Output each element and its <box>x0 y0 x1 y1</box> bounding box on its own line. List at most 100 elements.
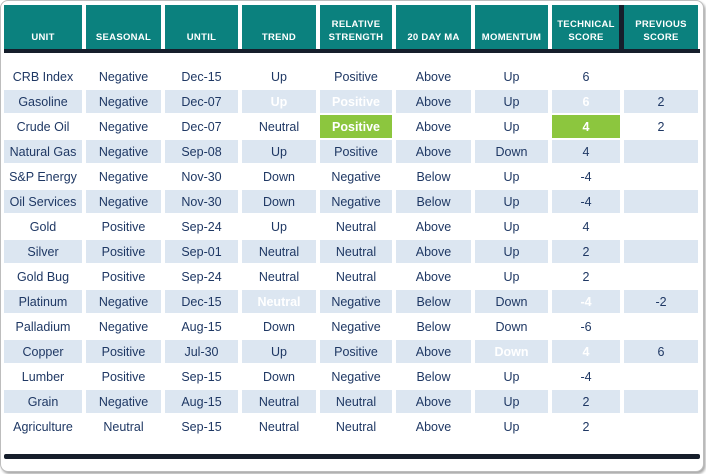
table-cell-technical-score: 4 <box>552 140 620 163</box>
table-cell-momentum: Up <box>475 165 548 188</box>
table-cell-technical-score: -4 <box>552 190 620 213</box>
column-header-unit: UNIT <box>4 5 82 49</box>
table-cell-momentum: Up <box>475 90 548 113</box>
table-cell-technical-score: 2 <box>552 265 620 288</box>
table-cell-trend: Up <box>242 340 316 363</box>
table-cell-until: Sep-24 <box>165 215 238 238</box>
table-cell-technical-score: 4 <box>552 115 620 138</box>
table-cell-momentum: Down <box>475 315 548 338</box>
table-cell-20-day-ma: Above <box>396 415 471 438</box>
table-cell-previous-score <box>624 390 698 413</box>
table-cell-technical-score: 6 <box>552 90 620 113</box>
table-cell-unit: Lumber <box>4 365 82 388</box>
table-cell-trend: Up <box>242 140 316 163</box>
table-cell-until: Dec-15 <box>165 65 238 88</box>
table-cell-trend: Down <box>242 190 316 213</box>
table-row-lumber: Lumber Positive Sep-15 Down Negative Below Up -… <box>4 365 700 388</box>
table-cell-20-day-ma: Above <box>396 215 471 238</box>
table-cell-unit: Gasoline <box>4 90 82 113</box>
table-cell-relative-strength: Negative <box>320 165 392 188</box>
table-cell-seasonal: Positive <box>86 265 161 288</box>
table-cell-previous-score <box>624 315 698 338</box>
table-cell-previous-score <box>624 365 698 388</box>
table-cell-momentum: Down <box>475 290 548 313</box>
table-cell-trend: Neutral <box>242 415 316 438</box>
table-cell-20-day-ma: Above <box>396 65 471 88</box>
table-cell-momentum: Up <box>475 215 548 238</box>
table-cell-relative-strength: Neutral <box>320 215 392 238</box>
table-cell-relative-strength: Positive <box>320 115 392 138</box>
table-cell-trend: Neutral <box>242 390 316 413</box>
table-cell-relative-strength: Neutral <box>320 415 392 438</box>
table-cell-trend: Up <box>242 215 316 238</box>
table-cell-relative-strength: Positive <box>320 340 392 363</box>
table-cell-technical-score: -4 <box>552 290 620 313</box>
table-cell-seasonal: Negative <box>86 315 161 338</box>
table-cell-20-day-ma: Above <box>396 115 471 138</box>
table-cell-previous-score <box>624 65 698 88</box>
table-cell-previous-score <box>624 240 698 263</box>
column-header-previous-score: PREVIOUS SCORE <box>624 5 698 49</box>
table-cell-unit: Gold Bug <box>4 265 82 288</box>
table-cell-unit: Agriculture <box>4 415 82 438</box>
table-cell-momentum: Up <box>475 365 548 388</box>
table-cell-previous-score <box>624 415 698 438</box>
table-cell-unit: Oil Services <box>4 190 82 213</box>
table-cell-seasonal: Positive <box>86 365 161 388</box>
table-cell-seasonal: Negative <box>86 190 161 213</box>
table-cell-unit: Platinum <box>4 290 82 313</box>
column-header-seasonal: SEASONAL <box>86 5 161 49</box>
table-cell-trend: Down <box>242 315 316 338</box>
table-cell-previous-score <box>624 265 698 288</box>
table-cell-until: Dec-15 <box>165 290 238 313</box>
table-cell-previous-score <box>624 190 698 213</box>
table-cell-technical-score: 2 <box>552 240 620 263</box>
table-row-palladium: Palladium Negative Aug-15 Down Negative Below… <box>4 315 700 338</box>
table-cell-trend: Neutral <box>242 265 316 288</box>
table-cell-relative-strength: Negative <box>320 190 392 213</box>
table-cell-20-day-ma: Below <box>396 315 471 338</box>
table-cell-until: Sep-15 <box>165 365 238 388</box>
table-cell-momentum: Down <box>475 340 548 363</box>
table-cell-technical-score: 4 <box>552 215 620 238</box>
table-cell-unit: Silver <box>4 240 82 263</box>
table-cell-seasonal: Negative <box>86 165 161 188</box>
table-cell-technical-score: 4 <box>552 340 620 363</box>
table-cell-20-day-ma: Below <box>396 365 471 388</box>
table-cell-20-day-ma: Above <box>396 265 471 288</box>
table-cell-technical-score: -4 <box>552 365 620 388</box>
header-row: UNIT SEASONAL UNTIL TREND RELATIVE STRENGTH 2… <box>4 5 700 49</box>
table-cell-unit: Natural Gas <box>4 140 82 163</box>
column-header-relative-strength: RELATIVE STRENGTH <box>320 5 392 49</box>
table-cell-seasonal: Positive <box>86 340 161 363</box>
table-cell-previous-score: -2 <box>624 290 698 313</box>
table-row-crude-oil: Crude Oil Negative Dec-07 Neutral Positive Ab… <box>4 115 700 138</box>
table-cell-relative-strength: Neutral <box>320 265 392 288</box>
table-cell-trend: Neutral <box>242 240 316 263</box>
table-row-gold-bug: Gold Bug Positive Sep-24 Neutral Neutral Abov… <box>4 265 700 288</box>
table-cell-previous-score <box>624 165 698 188</box>
table-cell-until: Sep-01 <box>165 240 238 263</box>
column-header-momentum: MOMENTUM <box>475 5 548 49</box>
table-cell-until: Sep-24 <box>165 265 238 288</box>
table-cell-previous-score: 2 <box>624 115 698 138</box>
table-cell-until: Dec-07 <box>165 115 238 138</box>
table-cell-unit: S&P Energy <box>4 165 82 188</box>
table-row-platinum: Platinum Negative Dec-15 Neutral Negative Bel… <box>4 290 700 313</box>
table-cell-technical-score: 2 <box>552 415 620 438</box>
table-cell-seasonal: Negative <box>86 390 161 413</box>
table-cell-previous-score: 2 <box>624 90 698 113</box>
table-cell-seasonal: Negative <box>86 290 161 313</box>
table-cell-until: Jul-30 <box>165 340 238 363</box>
table-cell-relative-strength: Neutral <box>320 390 392 413</box>
table-cell-relative-strength: Positive <box>320 90 392 113</box>
table-cell-until: Nov-30 <box>165 165 238 188</box>
table-cell-seasonal: Negative <box>86 90 161 113</box>
top-spacer-row <box>4 53 700 65</box>
table-cell-momentum: Up <box>475 415 548 438</box>
table-cell-seasonal: Negative <box>86 115 161 138</box>
column-header-20-day-ma: 20 DAY MA <box>396 5 471 49</box>
table-cell-until: Aug-15 <box>165 315 238 338</box>
table-cell-relative-strength: Negative <box>320 315 392 338</box>
